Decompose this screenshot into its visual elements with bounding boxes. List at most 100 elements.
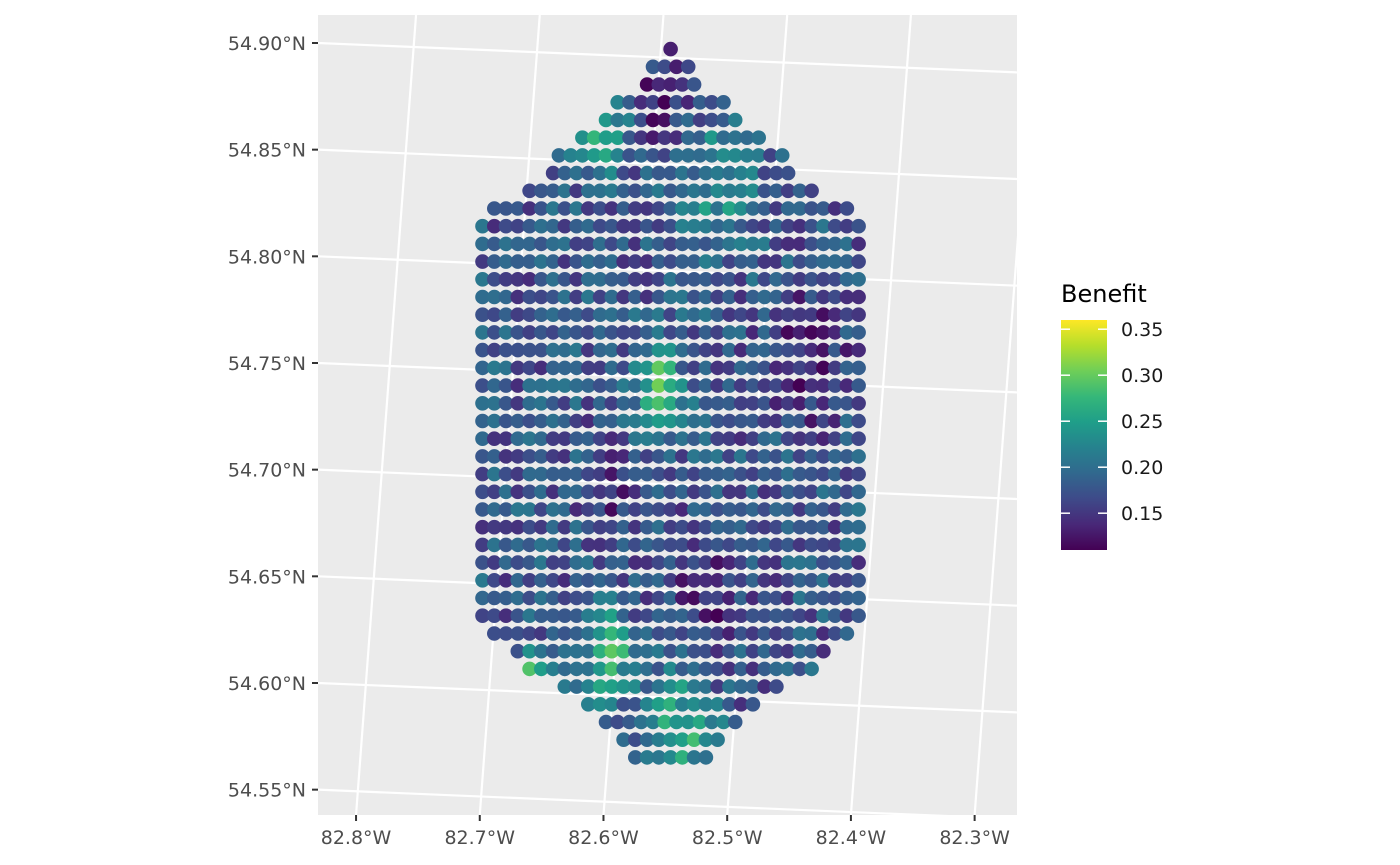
- benefit-point: [651, 431, 667, 447]
- benefit-point: [604, 643, 620, 659]
- benefit-point: [545, 272, 561, 287]
- benefit-point: [522, 413, 537, 429]
- benefit-point: [522, 643, 537, 659]
- benefit-point: [557, 608, 573, 623]
- benefit-point: [710, 732, 725, 747]
- benefit-point: [545, 289, 561, 305]
- benefit-point: [510, 590, 526, 606]
- benefit-point: [663, 519, 678, 535]
- benefit-point: [851, 484, 866, 500]
- benefit-point: [816, 643, 831, 659]
- benefit-point: [487, 502, 502, 517]
- benefit-point: [616, 697, 631, 712]
- benefit-point: [839, 573, 855, 588]
- benefit-point: [745, 626, 761, 641]
- benefit-point: [745, 272, 761, 287]
- benefit-point: [851, 307, 866, 323]
- benefit-point: [733, 236, 749, 252]
- benefit-point: [510, 484, 526, 500]
- benefit-point: [616, 449, 631, 464]
- benefit-point: [557, 272, 573, 287]
- benefit-point: [651, 77, 667, 92]
- benefit-point: [745, 679, 761, 694]
- benefit-point: [639, 661, 655, 677]
- benefit-point: [534, 661, 549, 677]
- benefit-point: [710, 236, 725, 252]
- benefit-point: [510, 466, 526, 482]
- benefit-point: [751, 148, 766, 163]
- benefit-point: [498, 466, 514, 482]
- benefit-point: [592, 537, 608, 553]
- benefit-point: [851, 449, 866, 464]
- benefit-point: [510, 519, 526, 535]
- benefit-point: [698, 183, 714, 199]
- benefit-point: [769, 325, 784, 340]
- benefit-point: [686, 626, 702, 641]
- benefit-point: [769, 218, 784, 234]
- benefit-point: [628, 502, 643, 517]
- benefit-point: [733, 325, 749, 340]
- benefit-point: [616, 254, 631, 269]
- benefit-point: [757, 661, 772, 677]
- benefit-point: [581, 413, 596, 429]
- benefit-point: [651, 519, 667, 535]
- benefit-point: [686, 236, 702, 252]
- benefit-point: [557, 466, 573, 482]
- benefit-point: [498, 413, 514, 429]
- benefit-point: [592, 697, 608, 712]
- benefit-point: [557, 378, 573, 393]
- benefit-point: [792, 342, 808, 358]
- benefit-point: [645, 148, 661, 163]
- benefit-point: [487, 396, 502, 411]
- benefit-point: [680, 112, 696, 128]
- benefit-point: [704, 112, 719, 128]
- benefit-point: [757, 165, 772, 181]
- benefit-point: [745, 449, 761, 464]
- benefit-point: [804, 183, 819, 199]
- benefit-point: [604, 537, 620, 553]
- benefit-point: [698, 254, 714, 269]
- benefit-point: [698, 502, 714, 517]
- benefit-point: [592, 431, 608, 447]
- benefit-point: [616, 643, 631, 659]
- benefit-point: [498, 396, 514, 411]
- benefit-point: [698, 360, 714, 376]
- benefit-point: [639, 697, 655, 712]
- benefit-point: [616, 431, 631, 447]
- benefit-point: [592, 590, 608, 606]
- benefit-point: [522, 201, 537, 216]
- benefit-point: [534, 236, 549, 252]
- meridian-line-5: [973, 14, 1036, 816]
- benefit-point: [475, 413, 490, 429]
- benefit-point: [839, 289, 855, 305]
- benefit-point: [686, 697, 702, 712]
- benefit-point: [757, 342, 772, 358]
- benefit-point: [522, 537, 537, 553]
- benefit-point: [545, 555, 561, 570]
- benefit-point: [733, 608, 749, 623]
- benefit-point: [663, 201, 678, 216]
- benefit-point: [769, 396, 784, 411]
- benefit-point: [651, 608, 667, 623]
- benefit-point: [645, 59, 661, 75]
- benefit-point: [592, 378, 608, 393]
- benefit-point: [733, 413, 749, 429]
- benefit-point: [698, 413, 714, 429]
- benefit-point: [675, 732, 690, 747]
- benefit-point: [604, 254, 620, 269]
- benefit-point: [569, 449, 584, 464]
- benefit-point: [669, 148, 684, 163]
- benefit-point: [675, 555, 690, 570]
- benefit-point: [722, 165, 737, 181]
- benefit-point: [522, 519, 537, 535]
- benefit-point: [804, 573, 819, 588]
- benefit-point: [686, 254, 702, 269]
- benefit-point: [827, 519, 843, 535]
- benefit-point: [839, 378, 855, 393]
- benefit-point: [628, 165, 643, 181]
- benefit-point: [534, 608, 549, 623]
- benefit-point: [592, 165, 608, 181]
- benefit-point: [745, 608, 761, 623]
- legend-break-label: 0.15: [1121, 503, 1163, 525]
- benefit-point: [616, 626, 631, 641]
